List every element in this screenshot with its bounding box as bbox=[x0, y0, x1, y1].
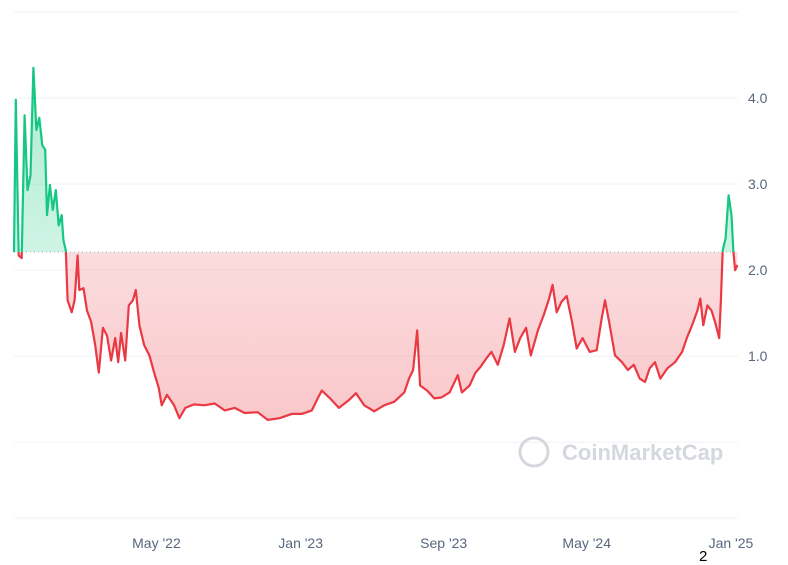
x-tick-label: Jan '23 bbox=[278, 535, 323, 551]
y-tick-label: 1.0 bbox=[748, 348, 768, 364]
y-axis: 1.0 2.0 3.0 4.0 bbox=[748, 90, 768, 364]
x-tick-label: Jan '25 bbox=[709, 535, 754, 551]
watermark: CoinMarketCap bbox=[518, 436, 723, 468]
price-series bbox=[12, 66, 739, 421]
y-tick-label: 4.0 bbox=[748, 90, 768, 106]
area-below-baseline bbox=[14, 252, 738, 420]
coinmarketcap-logo-icon bbox=[518, 436, 550, 468]
x-tick-label: May '24 bbox=[562, 535, 611, 551]
y-tick-label: 2.0 bbox=[748, 262, 768, 278]
watermark-text: CoinMarketCap bbox=[562, 440, 723, 465]
y-tick-label: 3.0 bbox=[748, 176, 768, 192]
x-axis: May '22 Jan '23 Sep '23 May '24 Jan '25 bbox=[132, 535, 753, 551]
price-line-below bbox=[13, 252, 739, 421]
annotation-text: 2 bbox=[699, 548, 708, 565]
x-tick-label: Sep '23 bbox=[420, 535, 467, 551]
x-tick-label: May '22 bbox=[132, 535, 181, 551]
